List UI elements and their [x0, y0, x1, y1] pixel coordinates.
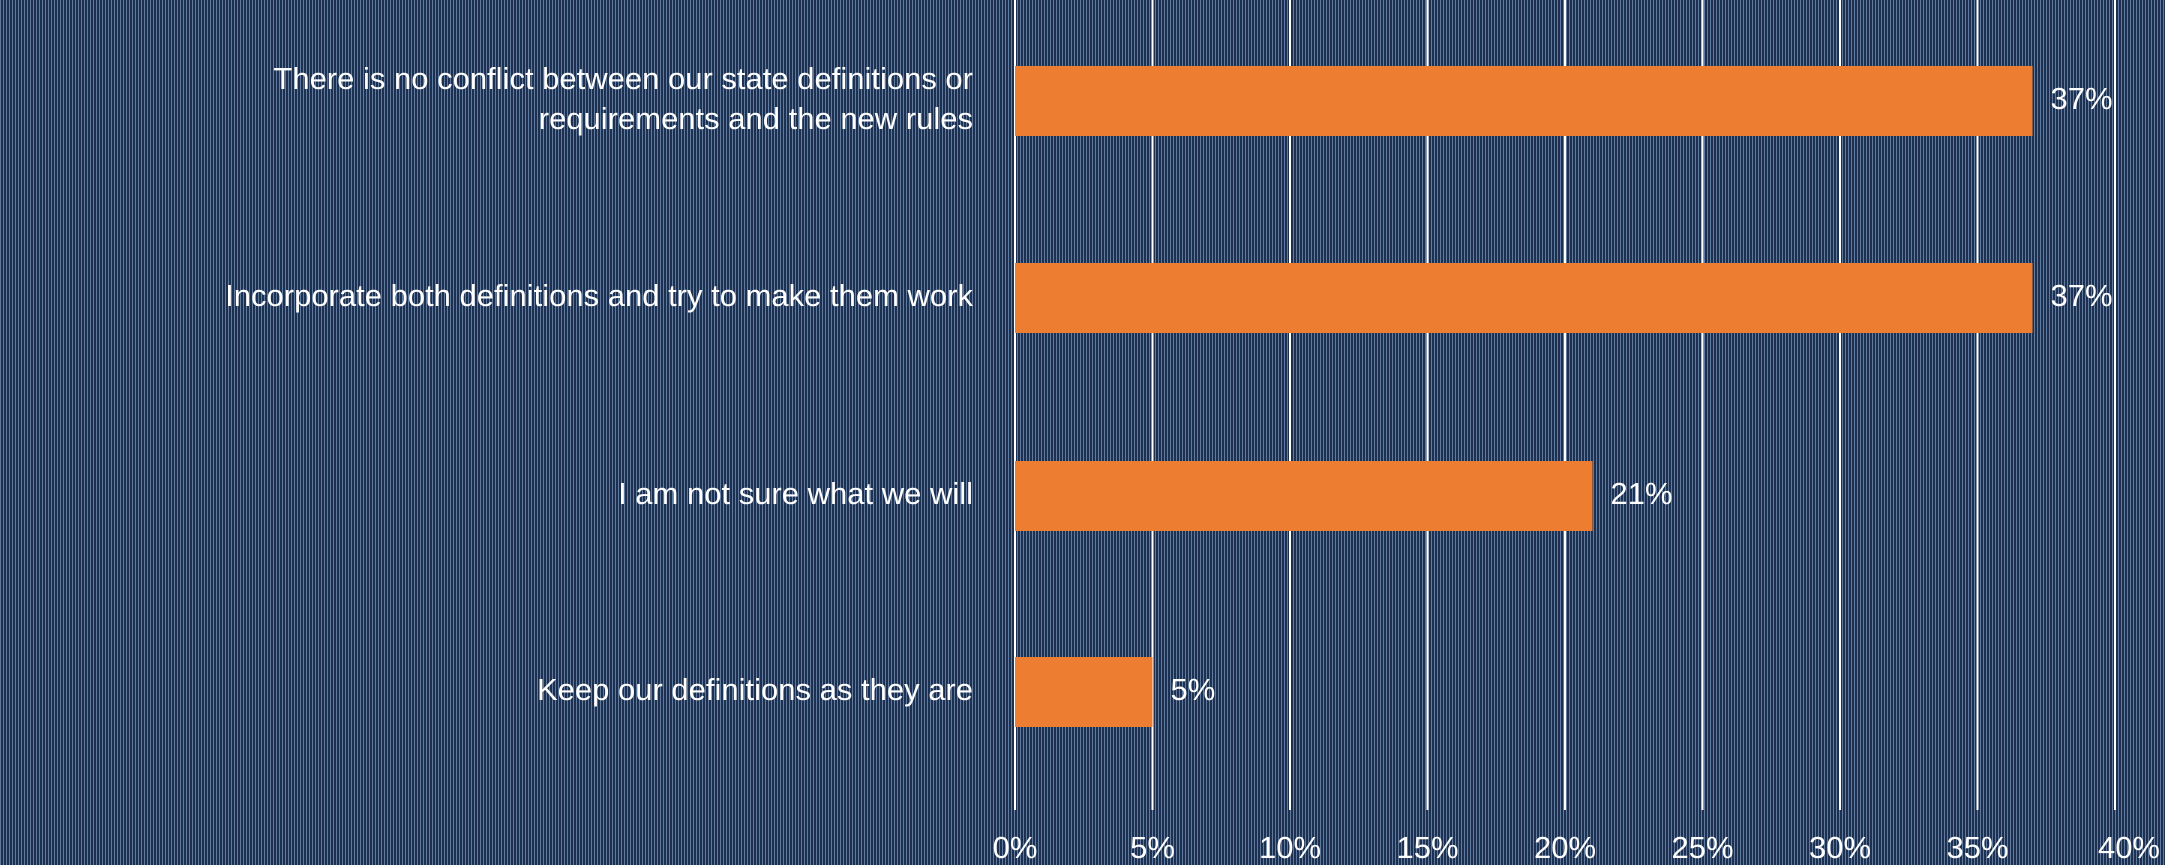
x-tick-label: 0% — [993, 830, 1038, 865]
category-label: There is no conflict between our state d… — [273, 61, 973, 96]
data-label: 5% — [1171, 672, 1216, 707]
data-label: 21% — [1611, 476, 1673, 511]
x-tick-label: 25% — [1671, 830, 1733, 865]
category-label: requirements and the new rules — [539, 101, 973, 136]
x-tick-label: 40% — [2098, 830, 2160, 865]
x-tick-label: 5% — [1130, 830, 1175, 865]
x-tick-label: 15% — [1396, 830, 1458, 865]
bar — [1015, 657, 1153, 727]
bar — [1015, 66, 2033, 136]
bar — [1015, 461, 1593, 531]
x-tick-label: 30% — [1809, 830, 1871, 865]
bar — [1015, 263, 2033, 333]
category-label: I am not sure what we will — [618, 476, 973, 511]
x-tick-label: 35% — [1946, 830, 2008, 865]
category-label: Incorporate both definitions and try to … — [225, 278, 973, 313]
x-tick-label: 10% — [1259, 830, 1321, 865]
data-label: 37% — [2051, 278, 2113, 313]
x-tick-label: 20% — [1534, 830, 1596, 865]
data-labels: 37% 37% 21% 5% — [1171, 81, 2113, 707]
category-labels: There is no conflict between our state d… — [225, 61, 973, 707]
data-label: 37% — [2051, 81, 2113, 116]
bars — [1015, 66, 2033, 727]
category-label: Keep our definitions as they are — [537, 672, 973, 707]
x-axis-tick-labels: 0% 5% 10% 15% 20% 25% 30% 35% 40% — [993, 830, 2160, 865]
